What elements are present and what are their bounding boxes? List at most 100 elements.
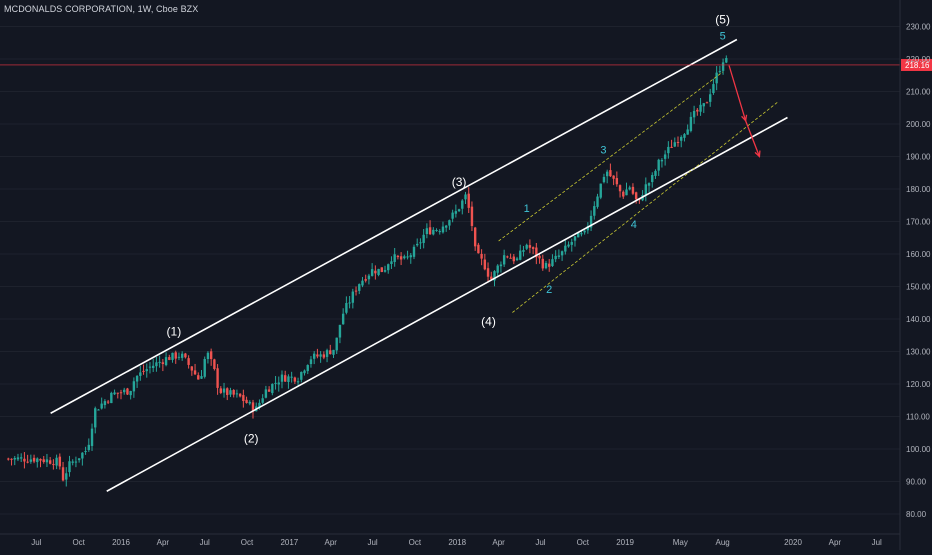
- candle-body: [209, 351, 213, 360]
- candle-body: [399, 256, 403, 260]
- candle-body: [567, 244, 570, 247]
- candle-body: [612, 175, 615, 179]
- y-tick-label: 150.00: [906, 283, 931, 292]
- candle-body: [277, 382, 280, 385]
- candle-body: [190, 366, 194, 371]
- candle-body: [406, 256, 409, 258]
- candle-body: [673, 142, 676, 147]
- candle-body: [235, 393, 239, 395]
- y-tick-label: 110.00: [906, 413, 930, 422]
- candle-body: [583, 230, 586, 233]
- x-tick-label: 2019: [616, 538, 634, 547]
- candle-body: [97, 409, 100, 411]
- candle-body: [206, 352, 210, 360]
- candle-body: [203, 358, 206, 377]
- candle-body: [380, 267, 383, 272]
- candle-body: [300, 372, 303, 380]
- y-tick-label: 200.00: [906, 120, 931, 129]
- candle-body: [42, 459, 45, 462]
- candle-body: [512, 256, 516, 262]
- channel-line-outer: [50, 38, 738, 414]
- x-tick-label: Apr: [157, 538, 170, 547]
- candle-body: [718, 71, 722, 73]
- candle-body: [290, 376, 293, 378]
- forecast-arrow: [745, 120, 761, 157]
- candle-body: [390, 261, 393, 265]
- candle-body: [432, 229, 435, 235]
- x-tick-label: May: [673, 538, 688, 547]
- candle-body: [622, 191, 625, 197]
- candle-body: [393, 254, 396, 262]
- candle-body: [493, 271, 496, 281]
- candle-body: [126, 388, 129, 395]
- candle-body: [219, 388, 223, 393]
- y-tick-label: 190.00: [906, 153, 931, 162]
- candle-body: [245, 399, 248, 403]
- candle-body: [560, 251, 564, 256]
- candle-body: [461, 200, 464, 209]
- candle-body: [132, 381, 136, 392]
- candle-body: [171, 352, 174, 360]
- candle-body: [238, 393, 242, 397]
- candle-body: [26, 461, 29, 463]
- x-tick-label: Apr: [829, 538, 842, 547]
- candle-body: [564, 245, 567, 252]
- candle-body: [341, 313, 345, 325]
- candle-body: [605, 171, 609, 177]
- candle-body: [531, 247, 535, 249]
- candle-body: [412, 246, 416, 257]
- candle-body: [544, 262, 548, 269]
- candle-body: [187, 358, 190, 365]
- candle-body: [535, 247, 538, 258]
- candle-body: [155, 362, 158, 367]
- candle-body: [110, 392, 113, 404]
- candle-body: [428, 227, 432, 235]
- candle-body: [55, 457, 58, 466]
- candle-body: [312, 353, 316, 359]
- candle-body: [23, 458, 26, 462]
- x-tick-label: Oct: [72, 538, 85, 547]
- candle-body: [689, 116, 693, 131]
- candle-body: [58, 456, 62, 467]
- candle-body: [709, 94, 712, 102]
- x-tick-label: Jul: [200, 538, 210, 547]
- candle-body: [306, 365, 309, 372]
- candle-body: [197, 375, 200, 380]
- x-tick-label: Oct: [409, 538, 422, 547]
- candle-body: [119, 392, 123, 394]
- candle-body: [477, 244, 480, 254]
- candle-body: [351, 291, 355, 303]
- candle-body: [200, 376, 203, 379]
- candle-body: [335, 337, 338, 351]
- x-tick-label: Aug: [716, 538, 730, 547]
- y-tick-label: 120.00: [906, 380, 931, 389]
- x-tick-label: Jul: [367, 538, 377, 547]
- candle-body: [319, 354, 322, 357]
- candle-body: [309, 359, 313, 364]
- candle-body: [36, 458, 39, 463]
- candle-body: [451, 212, 454, 219]
- channel-line-inner: [498, 71, 723, 242]
- candle-body: [506, 256, 509, 258]
- candle-body: [19, 457, 23, 459]
- symbol-title: MCDONALDS CORPORATION, 1W, Cboe BZX: [4, 4, 199, 14]
- candle-body: [7, 458, 10, 460]
- candle-body: [100, 403, 103, 409]
- candle-body: [145, 369, 148, 372]
- candle-body: [332, 349, 335, 355]
- candle-body: [10, 458, 13, 460]
- candle-body: [589, 215, 593, 228]
- candle-body: [528, 245, 532, 248]
- wave-label-minor: 4: [631, 219, 637, 231]
- last-price-badge: [901, 58, 932, 71]
- candle-body: [94, 408, 97, 428]
- candle-body: [361, 280, 364, 286]
- candle-body: [686, 129, 689, 135]
- candle-body: [667, 146, 670, 154]
- candle-body: [631, 186, 635, 194]
- candle-body: [174, 352, 177, 359]
- candle-body: [509, 257, 512, 259]
- wave-label-major: (5): [715, 12, 730, 26]
